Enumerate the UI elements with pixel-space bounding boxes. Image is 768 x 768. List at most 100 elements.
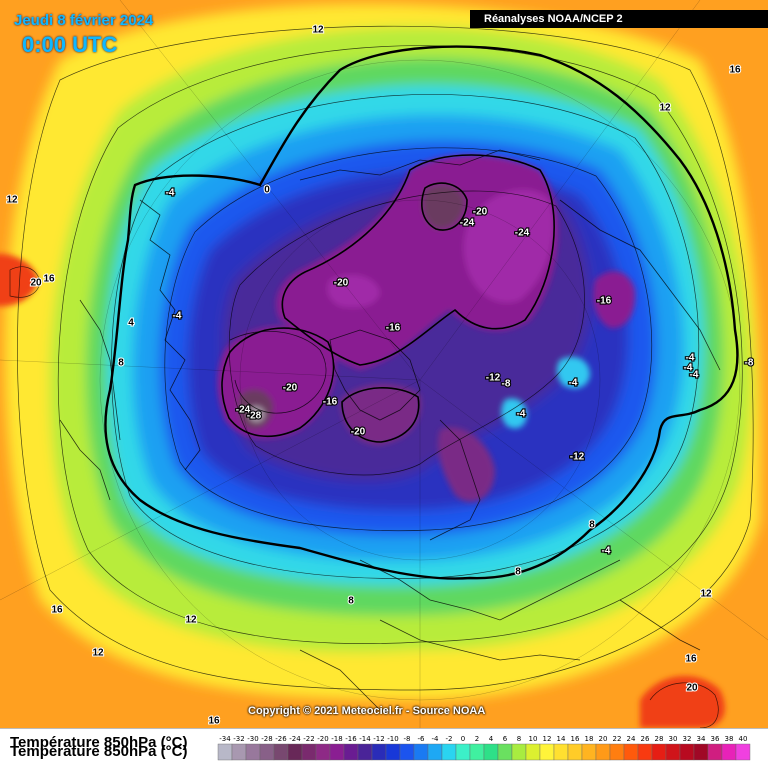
legend-swatch — [735, 743, 751, 761]
coastline-north-america — [139, 199, 201, 471]
legend-tick-label: -8 — [404, 735, 411, 743]
legend-swatch — [469, 743, 485, 761]
legend-tick-label: -18 — [331, 735, 342, 743]
legend-tick-label: -10 — [387, 735, 398, 743]
core-magenta-2 — [327, 274, 380, 308]
coastline-greenland — [329, 329, 421, 421]
isotherm-minus20-main — [281, 154, 555, 366]
contour-label: 16 — [51, 605, 63, 616]
legend-tick-label: 16 — [571, 735, 580, 743]
contour-label: -28 — [247, 411, 262, 422]
core-purple-greenland — [340, 384, 421, 445]
parallel-1 — [239, 199, 601, 561]
contour-label: -4 — [602, 546, 611, 557]
legend-tick-label: 22 — [613, 735, 622, 743]
isotherm-thin-3 — [111, 93, 700, 579]
legend-swatch — [693, 743, 709, 761]
parallel-2 — [99, 59, 741, 701]
legend-tick-label: 12 — [543, 735, 552, 743]
time-title: 0:00 UTC — [22, 32, 118, 57]
isotherm-minus20-greenland — [341, 387, 420, 443]
meridian-4 — [419, 379, 768, 641]
legend-tick-label: -20 — [317, 735, 328, 743]
legend-tick-label: -12 — [373, 735, 384, 743]
legend-tick-label: 36 — [711, 735, 720, 743]
legend-tick-label: 34 — [697, 735, 706, 743]
copyright-text: Copyright © 2021 Meteociel.fr - Source N… — [248, 705, 486, 717]
legend-tick-label: 8 — [517, 735, 521, 743]
legend-tick-label: -6 — [418, 735, 426, 743]
legend-swatch — [427, 743, 443, 761]
legend-swatch — [595, 743, 611, 761]
legend-tick-label: 26 — [641, 735, 650, 743]
isotherm-zero — [104, 45, 739, 580]
contour-label: -24 — [460, 218, 475, 229]
legend-tick-label: -16 — [345, 735, 357, 743]
legend-tick-label: 20 — [599, 735, 608, 743]
contour-label: 4 — [128, 318, 134, 329]
legend-swatch — [245, 743, 261, 761]
contour-label: -20 — [473, 207, 488, 218]
legend-swatch — [273, 743, 289, 761]
date-title: Jeudi 8 février 2024 — [14, 12, 154, 29]
legend-swatch — [217, 743, 233, 761]
legend-swatch — [707, 743, 723, 761]
legend-tick-label: -4 — [432, 735, 440, 743]
pocket-cyan-2 — [501, 398, 527, 429]
coastline-asia — [559, 199, 721, 371]
legend-tick-label: 4 — [489, 735, 494, 743]
contour-label: -12 — [570, 452, 585, 463]
legend-swatch — [651, 743, 667, 761]
contour-label: -20 — [334, 278, 349, 289]
meridian-6 — [0, 359, 421, 381]
legend-tick-label: 18 — [585, 735, 594, 743]
legend-tick-label: -32 — [233, 735, 244, 743]
legend-tick-label: 0 — [461, 735, 465, 743]
legend-swatch — [301, 743, 317, 761]
legend-swatch — [511, 743, 527, 761]
legend-swatch — [231, 743, 247, 761]
meridian-1 — [119, 0, 421, 381]
contour-label: -8 — [502, 379, 511, 390]
meridian-2 — [419, 0, 701, 381]
contour-label: 0 — [264, 185, 270, 196]
contour-label: -24 — [236, 405, 251, 416]
contour-label: -16 — [386, 323, 401, 334]
legend-swatch — [497, 743, 513, 761]
contour-label: 12 — [6, 195, 18, 206]
legend-tick-label: 38 — [725, 735, 734, 743]
coastlines — [59, 149, 721, 711]
legend-tick-label: -14 — [359, 735, 371, 743]
legend-swatch — [385, 743, 401, 761]
contour-label: -24 — [515, 228, 530, 239]
legend-swatch — [371, 743, 387, 761]
legend-tick-label: -26 — [275, 735, 287, 743]
contour-label: -4 — [684, 363, 693, 374]
legend-tick-label: -34 — [219, 735, 231, 743]
isotherm-thin-4 — [164, 147, 653, 532]
contour-label: 16 — [729, 65, 741, 76]
contour-label: -20 — [351, 427, 366, 438]
legend-swatch — [441, 743, 457, 761]
legend-tick-label: 30 — [669, 735, 678, 743]
isotherm-thin-2 — [57, 45, 743, 644]
core-purple-siberia — [593, 271, 636, 329]
legend-tick-label: 6 — [503, 735, 508, 743]
legend-tick-label: -28 — [261, 735, 272, 743]
contour-label: -4 — [166, 188, 175, 199]
contour-label: -4 — [569, 378, 578, 389]
legend-swatch — [259, 743, 275, 761]
legend-tick-label: -2 — [446, 735, 453, 743]
core-purple-scand — [438, 427, 495, 502]
legend-tick-label: -30 — [247, 735, 258, 743]
legend-swatch — [721, 743, 737, 761]
isotherm-thin-1 — [17, 25, 754, 691]
contour-label: 12 — [92, 648, 104, 659]
contour-label: 16 — [208, 716, 220, 727]
contour-label: 8 — [589, 520, 595, 531]
legend-swatch — [623, 743, 639, 761]
contour-label: 20 — [30, 278, 42, 289]
